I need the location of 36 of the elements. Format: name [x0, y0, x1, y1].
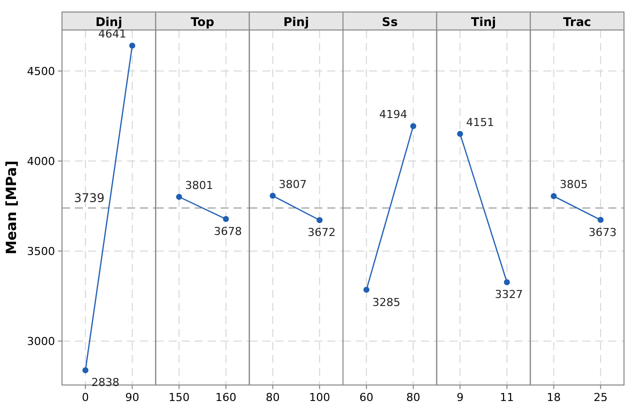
y-axis-title: Mean [MPa]: [4, 160, 20, 254]
chart-title: Trac: [563, 15, 592, 29]
y-tick-label: 4500: [27, 65, 55, 78]
chart-title: Tinj: [471, 15, 496, 29]
data-label: 3327: [494, 288, 523, 302]
ref-line-label: 3739: [74, 191, 105, 206]
x-tick-label: 9: [456, 391, 464, 404]
x-tick-label: 100: [309, 391, 330, 404]
chart-title: Ss: [382, 15, 398, 29]
y-tick-label: 4000: [27, 155, 55, 168]
data-label: 3672: [308, 226, 336, 240]
data-label: 4151: [466, 116, 494, 129]
chart-title: Top: [190, 15, 215, 29]
data-label: 3285: [372, 296, 400, 309]
chart-title: Dinj: [95, 15, 122, 29]
x-tick-label: 25: [594, 391, 608, 404]
y-tick-label: 3500: [27, 245, 55, 258]
data-label: 4641: [98, 28, 126, 41]
data-label: 3673: [588, 226, 617, 239]
data-label: 4194: [379, 108, 408, 122]
x-tick-label: 160: [215, 391, 236, 404]
x-tick-label: 18: [546, 391, 561, 404]
y-tick-label: 3000: [27, 335, 55, 348]
data-label: 3807: [278, 178, 307, 191]
data-label: 3678: [214, 225, 242, 238]
data-label: 3801: [185, 178, 214, 192]
x-tick-label: 0: [82, 391, 89, 404]
x-tick-label: 90: [125, 391, 140, 404]
x-tick-label: 11: [500, 391, 514, 404]
data-label: 3805: [560, 178, 588, 192]
chart-title: Pinj: [283, 15, 309, 29]
x-tick-label: 150: [168, 391, 190, 404]
x-tick-label: 80: [266, 391, 280, 404]
x-tick-label: 80: [406, 391, 420, 404]
data-label: 2838: [91, 376, 120, 390]
x-tick-label: 60: [359, 391, 374, 404]
